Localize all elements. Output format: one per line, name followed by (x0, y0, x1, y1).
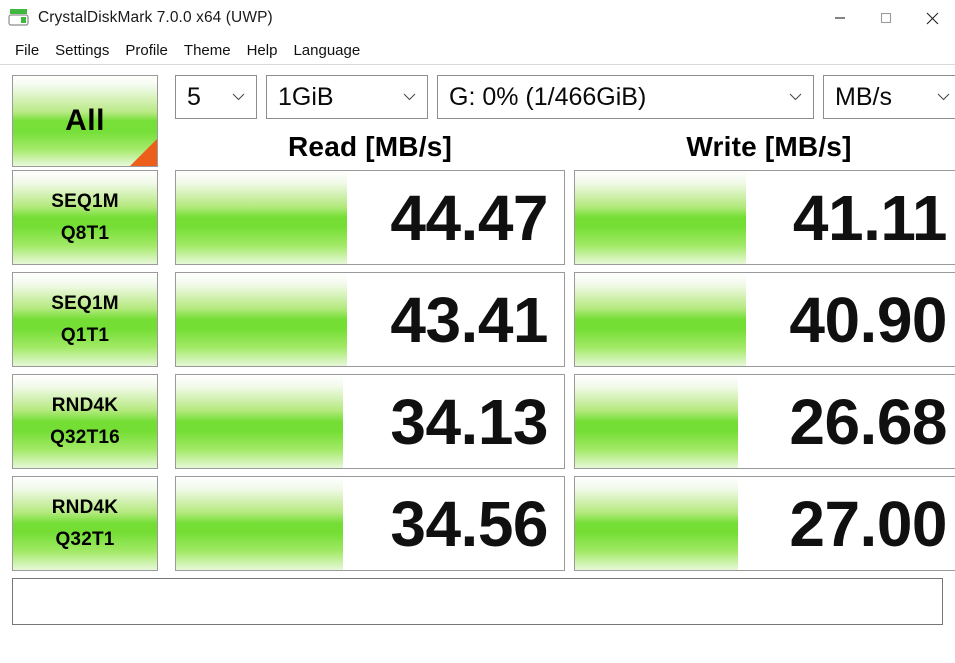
test-name: RND4K (51, 395, 119, 416)
test-button-rnd4k-q32t1[interactable]: RND4K Q32T1 (12, 476, 158, 571)
write-bar (575, 171, 746, 264)
test-button-rnd4k-q32t16[interactable]: RND4K Q32T16 (12, 374, 158, 469)
test-name: SEQ1M (51, 191, 119, 212)
table-row: SEQ1M Q1T1 43.41 40.90 (12, 272, 955, 367)
run-all-button[interactable]: All (12, 75, 158, 167)
minimize-icon (835, 17, 845, 19)
unit-value: MB/s (835, 82, 892, 111)
test-queue: Q32T1 (55, 529, 115, 550)
table-row: RND4K Q32T16 34.13 26.68 (12, 374, 955, 469)
drive-value: G: 0% (1/466GiB) (449, 82, 647, 111)
table-row: SEQ1M Q8T1 44.47 41.11 (12, 170, 955, 265)
test-queue: Q32T16 (50, 427, 120, 448)
write-result-cell[interactable]: 40.90 (574, 272, 955, 367)
menu-item-profile[interactable]: Profile (125, 41, 168, 59)
row-gap (158, 374, 175, 469)
chevron-down-icon (937, 93, 950, 101)
read-result-cell[interactable]: 44.47 (175, 170, 565, 265)
write-bar (575, 375, 738, 468)
read-score: 43.41 (390, 283, 548, 356)
comment-box[interactable] (12, 578, 943, 625)
all-button-corner-marker (130, 139, 157, 166)
read-result-cell[interactable]: 34.56 (175, 476, 565, 571)
test-button-seq1m-q8t1[interactable]: SEQ1M Q8T1 (12, 170, 158, 265)
menu-item-theme[interactable]: Theme (183, 41, 231, 59)
menu-item-file[interactable]: File (15, 41, 40, 59)
test-button-seq1m-q1t1[interactable]: SEQ1M Q1T1 (12, 272, 158, 367)
write-column-header: Write [MB/s] (686, 131, 852, 162)
menu-item-language[interactable]: Language (293, 41, 361, 59)
title-bar: CrystalDiskMark 7.0.0 x64 (UWP) (0, 0, 955, 36)
read-result-cell[interactable]: 34.13 (175, 374, 565, 469)
row-gap (158, 170, 175, 265)
run-all-label: All (65, 104, 105, 137)
chevron-down-icon (789, 93, 802, 101)
read-bar (176, 375, 343, 468)
test-name: RND4K (51, 497, 119, 518)
maximize-button[interactable] (863, 0, 909, 36)
window-title: CrystalDiskMark 7.0.0 x64 (UWP) (38, 9, 273, 26)
write-score: 40.90 (789, 283, 947, 356)
write-bar (575, 477, 738, 570)
menu-bar: File Settings Profile Theme Help Languag… (0, 36, 955, 65)
test-queue: Q1T1 (60, 325, 110, 346)
write-score: 27.00 (789, 487, 947, 560)
main-content: All 5 1GiB G: 0% (1/466GiB) MB/s (0, 65, 955, 625)
write-score: 41.11 (792, 181, 948, 254)
window-controls (817, 0, 955, 36)
row-gap (158, 476, 175, 571)
write-result-cell[interactable]: 26.68 (574, 374, 955, 469)
test-name: SEQ1M (51, 293, 119, 314)
write-bar (575, 273, 746, 366)
read-result-cell[interactable]: 43.41 (175, 272, 565, 367)
test-queue: Q8T1 (60, 223, 110, 244)
diskmark-app-icon (8, 7, 30, 29)
close-icon (926, 12, 938, 24)
read-bar (176, 171, 347, 264)
read-bar (176, 477, 343, 570)
chevron-down-icon (232, 93, 245, 101)
column-headers: Read [MB/s] Write [MB/s] (12, 127, 943, 167)
test-count-select[interactable]: 5 (175, 75, 257, 119)
write-score: 26.68 (789, 385, 947, 458)
chevron-down-icon (403, 93, 416, 101)
read-score: 44.47 (390, 181, 548, 254)
test-size-value: 1GiB (278, 82, 334, 111)
maximize-icon (880, 12, 892, 24)
test-size-select[interactable]: 1GiB (266, 75, 428, 119)
table-row: RND4K Q32T1 34.56 27.00 (12, 476, 955, 571)
drive-select[interactable]: G: 0% (1/466GiB) (437, 75, 814, 119)
row-gap (158, 272, 175, 367)
read-score: 34.13 (390, 385, 548, 458)
menu-item-help[interactable]: Help (246, 41, 278, 59)
close-button[interactable] (909, 0, 955, 36)
toolbar: All 5 1GiB G: 0% (1/466GiB) MB/s (12, 75, 955, 167)
test-count-value: 5 (187, 82, 201, 111)
read-bar (176, 273, 347, 366)
read-score: 34.56 (390, 487, 548, 560)
minimize-button[interactable] (817, 0, 863, 36)
write-result-cell[interactable]: 41.11 (574, 170, 955, 265)
write-result-cell[interactable]: 27.00 (574, 476, 955, 571)
read-column-header: Read [MB/s] (288, 131, 452, 162)
unit-select[interactable]: MB/s (823, 75, 955, 119)
results-table: SEQ1M Q8T1 44.47 41.11 SEQ1M Q1T1 43.41 (12, 170, 955, 571)
menu-item-settings[interactable]: Settings (55, 41, 110, 59)
